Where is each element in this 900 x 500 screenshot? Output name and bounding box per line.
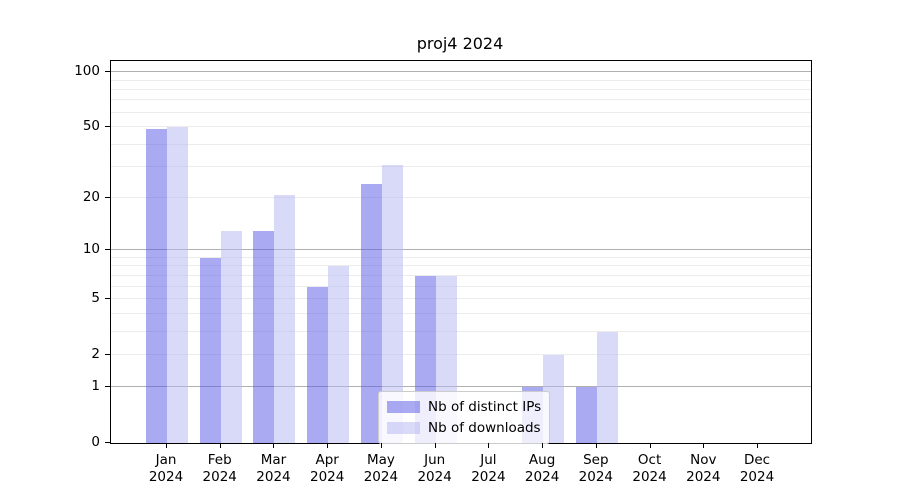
gridline-major-1	[111, 386, 811, 388]
y-tick-label-5: 5	[91, 290, 100, 306]
y-tick-100	[105, 71, 110, 73]
gridline-minor-30	[111, 166, 811, 168]
x-tick-label-jun: Jun 2024	[417, 452, 452, 485]
x-tick-label-apr: Apr 2024	[310, 452, 345, 485]
x-tick-label-mar: Mar 2024	[256, 452, 291, 485]
chart-title: proj4 2024	[416, 34, 504, 53]
x-tick-jan	[166, 443, 167, 448]
x-tick-feb	[219, 443, 221, 448]
bar-distinct-ips-apr	[307, 286, 329, 443]
bar-downloads-sep	[596, 331, 618, 443]
legend-swatch-downloads	[387, 422, 420, 434]
legend-swatch-distinct-ips	[387, 401, 420, 413]
gridline-major-10	[111, 249, 811, 251]
x-tick-jul	[488, 443, 490, 448]
x-tick-nov	[703, 443, 705, 448]
y-tick-50	[105, 126, 110, 128]
plot-area	[110, 60, 812, 444]
x-tick-oct	[649, 443, 651, 448]
y-tick-label-2: 2	[91, 345, 100, 362]
y-tick-label-0: 0	[91, 434, 100, 450]
y-tick-1	[105, 386, 110, 388]
x-tick-aug	[542, 443, 544, 448]
bar-downloads-feb	[220, 230, 242, 443]
x-tick-jun	[434, 443, 436, 448]
y-tick-label-1: 1	[91, 378, 100, 395]
gridline-minor-5	[111, 298, 811, 300]
gridline-major-100	[111, 71, 811, 73]
gridline-minor-60	[111, 111, 811, 113]
gridline-minor-7	[111, 274, 811, 276]
y-tick-label-20: 20	[82, 189, 100, 206]
x-tick-dec	[757, 443, 759, 448]
y-tick-label-10: 10	[82, 241, 100, 258]
x-tick-label-oct: Oct 2024	[632, 452, 667, 485]
legend: Nb of distinct IPs Nb of downloads	[378, 391, 550, 444]
gridline-minor-20	[111, 197, 811, 199]
gridline-minor-2	[111, 353, 811, 355]
legend-label-downloads: Nb of downloads	[428, 420, 541, 436]
bar-downloads-may	[381, 164, 403, 443]
gridline-minor-9	[111, 256, 811, 258]
x-tick-sep	[595, 443, 597, 448]
x-tick-mar	[273, 443, 275, 448]
x-tick-label-dec: Dec 2024	[739, 452, 775, 485]
gridline-minor-90	[111, 79, 811, 81]
gridline-minor-3	[111, 330, 811, 332]
y-tick-5	[105, 298, 110, 299]
y-tick-20	[105, 197, 110, 199]
gridline-minor-70	[111, 99, 811, 101]
legend-label-distinct-ips: Nb of distinct IPs	[428, 399, 542, 415]
x-tick-apr	[327, 443, 329, 448]
y-tick-0	[105, 442, 110, 443]
x-tick-label-jan: Jan 2024	[148, 452, 184, 485]
legend-row-distinct-ips: Nb of distinct IPs	[387, 399, 542, 415]
bar-distinct-ips-may	[360, 184, 382, 443]
x-tick-may	[380, 443, 382, 448]
legend-row-downloads: Nb of downloads	[387, 420, 541, 436]
y-tick-label-50: 50	[82, 118, 100, 135]
gridline-minor-80	[111, 88, 811, 90]
x-tick-label-sep: Sep 2024	[578, 452, 613, 485]
bar-distinct-ips-sep	[575, 387, 597, 443]
gridline-minor-8	[111, 265, 811, 267]
bar-downloads-apr	[328, 266, 350, 443]
gridline-minor-4	[111, 312, 811, 314]
bar-distinct-ips-feb	[199, 257, 221, 443]
x-tick-label-nov: Nov 2024	[686, 452, 721, 485]
bar-downloads-jan	[167, 127, 188, 443]
gridline-minor-6	[111, 285, 811, 287]
y-tick-label-100: 100	[74, 63, 100, 80]
gridline-minor-40	[111, 143, 811, 145]
x-tick-label-may: May 2024	[363, 452, 399, 485]
y-tick-2	[105, 353, 110, 355]
x-tick-label-feb: Feb 2024	[202, 452, 237, 485]
y-tick-10	[105, 249, 110, 251]
bar-distinct-ips-jan	[146, 128, 167, 443]
x-tick-label-aug: Aug 2024	[524, 452, 560, 485]
gridline-minor-50	[111, 126, 811, 128]
x-tick-label-jul: Jul 2024	[471, 452, 506, 485]
bar-distinct-ips-mar	[253, 230, 275, 443]
bar-downloads-mar	[274, 194, 296, 443]
